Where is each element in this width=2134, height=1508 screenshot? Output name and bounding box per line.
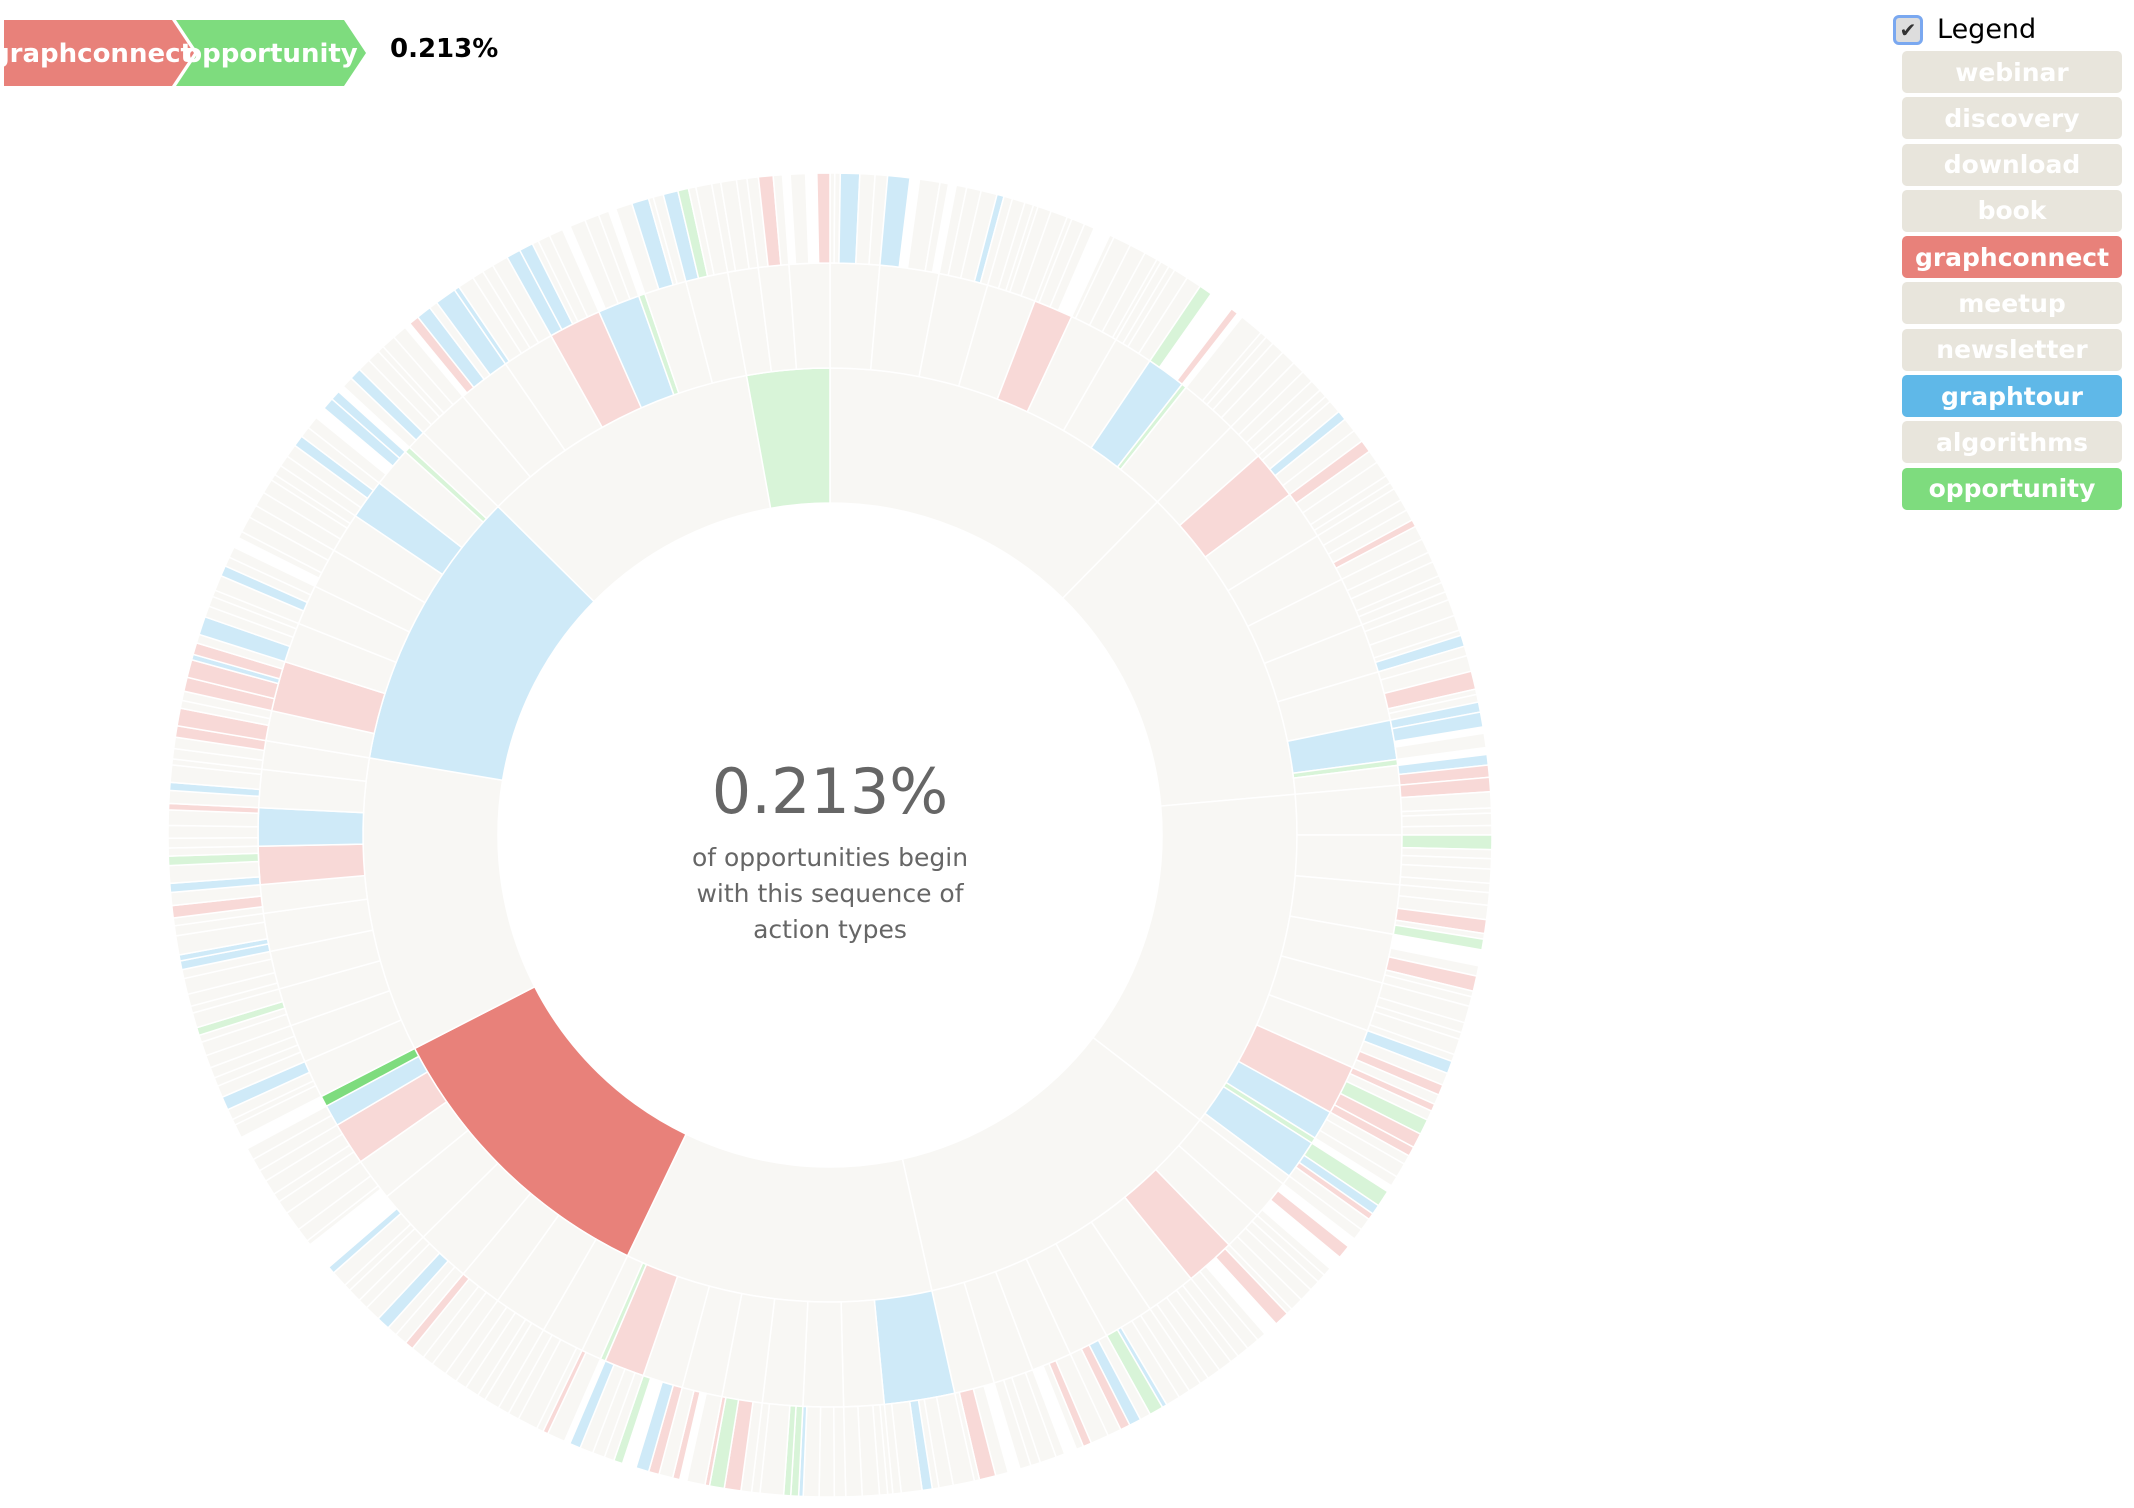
legend-toggle-label: Legend [1937,14,2037,45]
legend-item-webinar[interactable]: webinar [1902,51,2122,93]
sunburst-segment-algorithms[interactable] [167,824,259,839]
sunburst-segment-graphtour[interactable] [634,1380,675,1473]
legend-toggle[interactable]: ✔ Legend [1893,14,2036,45]
sunburst-segment-discovery[interactable] [802,1300,845,1408]
legend-item-meetup[interactable]: meetup [1902,282,2122,325]
breadcrumb-step-shape [176,20,366,86]
sunburst-segment-graphconnect[interactable] [1269,1189,1350,1259]
sunburst-segment-book[interactable] [685,1392,723,1486]
sunburst-segment-webinar[interactable] [307,416,388,485]
legend-item-algorithms[interactable]: algorithms [1902,421,2122,464]
sunburst-segment-newsletter[interactable] [1400,812,1493,828]
explanation-line: action types [753,915,907,944]
legend-checkbox[interactable]: ✔ [1893,14,1923,45]
legend-item-graphconnect[interactable]: graphconnect [1902,236,2122,279]
sunburst-chart [167,172,1493,1498]
legend-item-opportunity[interactable]: opportunity [1902,467,2122,510]
explanation-line: with this sequence of [696,879,964,908]
sunburst-segment-download[interactable] [788,262,831,371]
sunburst-segment-graphconnect[interactable] [1214,1247,1289,1326]
sunburst-segment-graphtour[interactable] [257,806,365,847]
sunburst-segment-graphtour[interactable] [1391,711,1484,743]
sunburst-segment-meetup[interactable] [1401,824,1493,836]
legend: webinar discovery download book graphconnect… [1902,51,2122,514]
sunburst-segment-algorithms[interactable] [167,837,259,849]
sunburst-segment-newsletter[interactable] [789,172,810,265]
explanation-line: of opportunities begin [691,843,969,872]
legend-item-newsletter[interactable]: newsletter [1902,328,2122,371]
sunburst-segment-newsletter[interactable] [832,1406,847,1498]
sunburst-segment-graphtour[interactable] [879,174,911,269]
sunburst-segment-algorithms[interactable] [924,181,950,274]
breadcrumb-step-label: opportunity [184,39,358,69]
breadcrumb-percentage: 0.213% [390,34,499,64]
sunburst-segment-discovery[interactable] [1042,1362,1085,1451]
sunburst-segment-newsletter[interactable] [1048,222,1096,312]
sunburst-segment-graphtour[interactable] [327,1207,403,1274]
legend-item-graphtour[interactable]: graphtour [1902,375,2122,418]
sunburst-segment-graphconnect[interactable] [816,172,831,264]
sunburst-segment-opportunity[interactable] [1148,285,1213,369]
explanation-text: of opportunities begin with this sequenc… [630,840,1030,948]
sunburst-segment-book[interactable] [818,1406,836,1498]
legend-item-discovery[interactable]: discovery [1902,97,2122,140]
explanation-percentage: 0.213% [711,755,949,828]
legend-item-book[interactable]: book [1902,189,2122,232]
breadcrumb-step: opportunity [176,20,366,86]
breadcrumb-step-label: graphconnect [0,39,193,69]
sunburst-segment-webinar[interactable] [1294,784,1403,836]
breadcrumb-step: graphconnect [0,20,194,86]
legend-item-download[interactable]: download [1902,143,2122,186]
breadcrumb-step-shape [4,20,194,86]
